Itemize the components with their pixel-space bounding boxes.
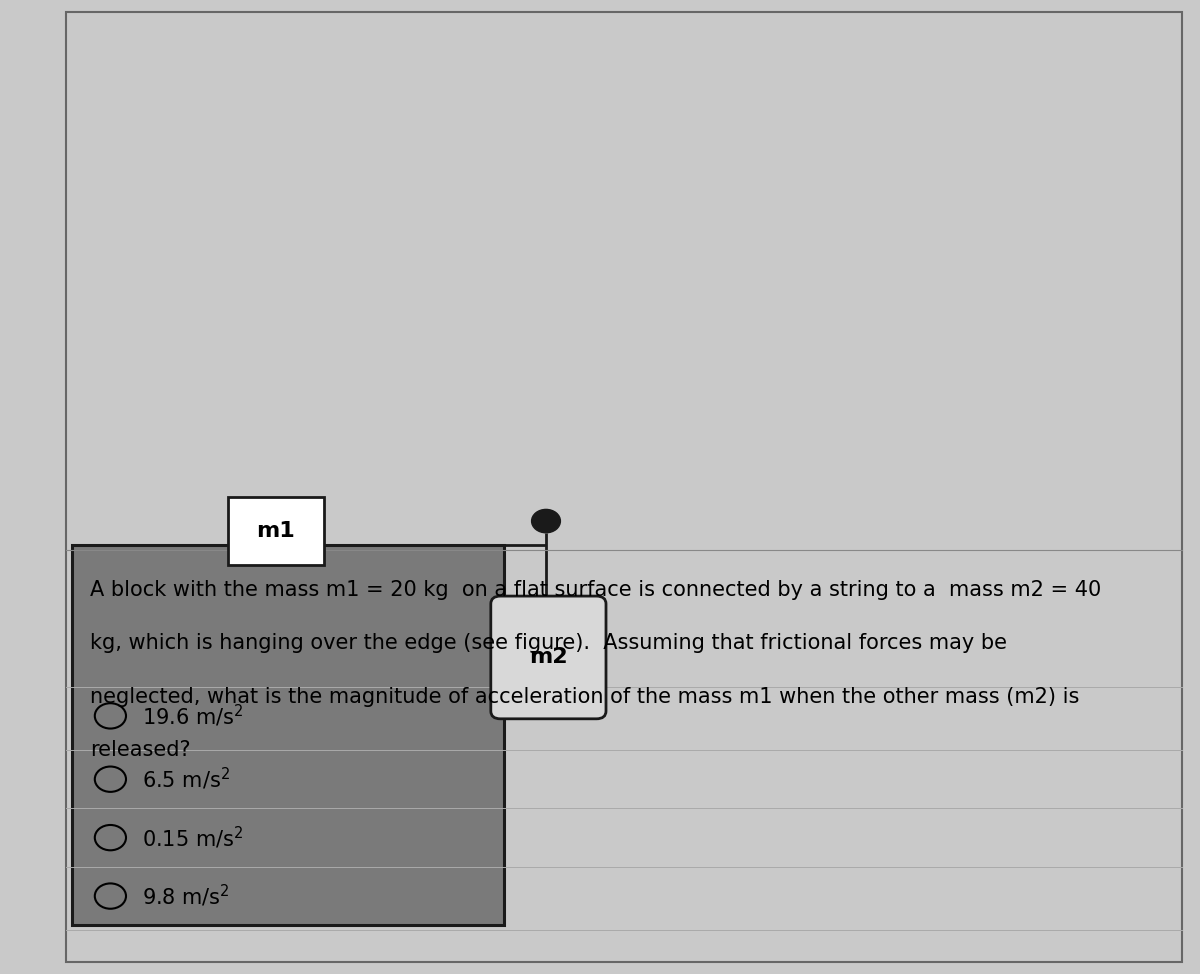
Text: 19.6 m/s$^2$: 19.6 m/s$^2$ [142, 703, 244, 729]
Text: m1: m1 [257, 521, 295, 541]
Text: 9.8 m/s$^2$: 9.8 m/s$^2$ [142, 883, 229, 909]
Text: kg, which is hanging over the edge (see figure).  Assuming that frictional force: kg, which is hanging over the edge (see … [90, 633, 1007, 654]
Bar [228, 497, 324, 565]
Text: 6.5 m/s$^2$: 6.5 m/s$^2$ [142, 767, 229, 792]
Text: 0.15 m/s$^2$: 0.15 m/s$^2$ [142, 825, 244, 850]
Bar [72, 545, 504, 925]
Circle shape [532, 509, 560, 533]
Text: released?: released? [90, 740, 191, 761]
Text: m2: m2 [529, 648, 568, 667]
Text: A block with the mass m1 = 20 kg  on a flat surface is connected by a string to : A block with the mass m1 = 20 kg on a fl… [90, 580, 1102, 600]
FancyBboxPatch shape [491, 596, 606, 719]
Text: neglected, what is the magnitude of acceleration of the mass m1 when the other m: neglected, what is the magnitude of acce… [90, 687, 1079, 707]
